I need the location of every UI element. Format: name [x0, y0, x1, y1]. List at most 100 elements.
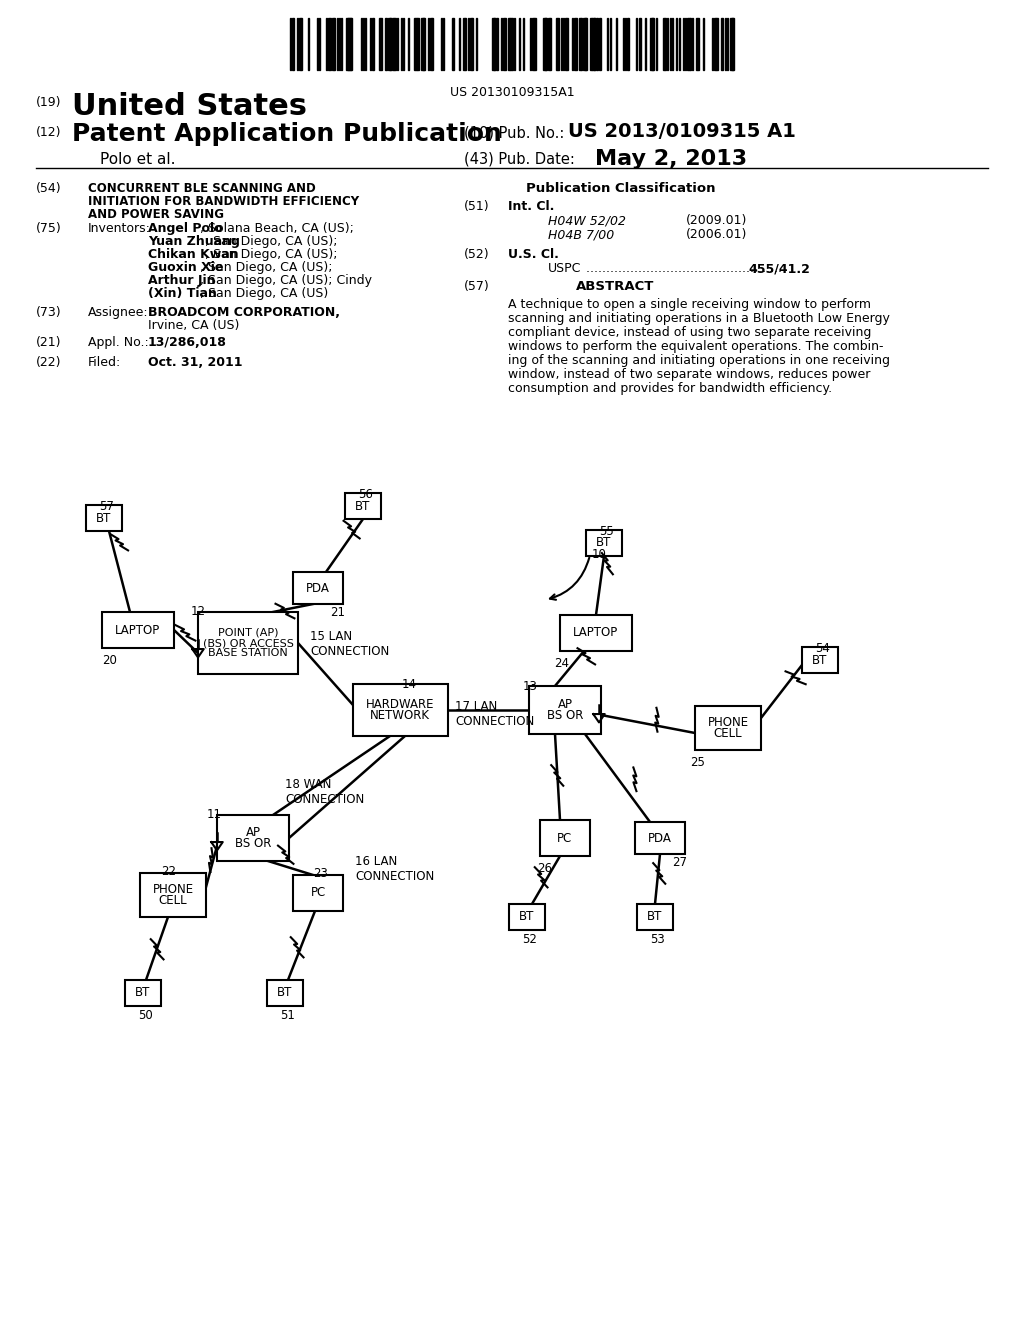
Text: window, instead of two separate windows, reduces power: window, instead of two separate windows,…	[508, 368, 870, 381]
Text: 51: 51	[280, 1008, 295, 1022]
Text: POINT (AP): POINT (AP)	[218, 627, 279, 638]
Bar	[716, 18, 718, 70]
Text: (54): (54)	[36, 182, 61, 195]
Text: .................................................: ........................................…	[582, 261, 786, 275]
Bar	[345, 18, 348, 70]
Text: Filed:: Filed:	[88, 356, 121, 370]
Bar	[267, 979, 303, 1006]
Text: , San Diego, CA (US); Cindy: , San Diego, CA (US); Cindy	[200, 275, 372, 286]
Text: (Xin) Tian: (Xin) Tian	[148, 286, 217, 300]
Text: CONCURRENT BLE SCANNING AND: CONCURRENT BLE SCANNING AND	[88, 182, 315, 195]
Bar	[379, 18, 382, 70]
Text: HARDWARE: HARDWARE	[366, 698, 434, 711]
Text: 14: 14	[402, 678, 417, 690]
Text: Chikan Kwan: Chikan Kwan	[148, 248, 239, 261]
Text: 50: 50	[138, 1008, 153, 1022]
Text: (43) Pub. Date:: (43) Pub. Date:	[464, 152, 574, 168]
Text: LAPTOP: LAPTOP	[573, 627, 618, 639]
Bar	[102, 612, 174, 648]
Text: 57: 57	[99, 500, 114, 513]
Text: CELL: CELL	[714, 727, 742, 741]
Text: PDA: PDA	[306, 582, 330, 594]
Text: LAPTOP: LAPTOP	[116, 623, 161, 636]
Text: 21: 21	[330, 606, 345, 619]
Text: (75): (75)	[36, 222, 61, 235]
Text: 23: 23	[313, 867, 328, 880]
Text: (2006.01): (2006.01)	[686, 228, 748, 242]
Text: BS OR: BS OR	[547, 709, 584, 722]
Text: 10: 10	[592, 548, 607, 561]
Bar	[802, 647, 838, 673]
Text: (51): (51)	[464, 201, 489, 213]
Bar	[532, 18, 534, 70]
Bar	[392, 18, 394, 70]
Text: BT: BT	[96, 511, 112, 524]
Text: NETWORK: NETWORK	[370, 709, 430, 722]
Text: BT: BT	[355, 499, 371, 512]
Text: US 2013/0109315 A1: US 2013/0109315 A1	[568, 121, 796, 141]
Bar	[721, 18, 723, 70]
Bar	[639, 18, 641, 70]
Text: ABSTRACT: ABSTRACT	[575, 280, 654, 293]
Text: May 2, 2013: May 2, 2013	[595, 149, 748, 169]
Bar	[628, 18, 630, 70]
Bar	[423, 18, 425, 70]
Bar	[140, 873, 206, 917]
Text: Polo et al.: Polo et al.	[100, 152, 175, 168]
Bar	[540, 820, 590, 855]
Text: Appl. No.:: Appl. No.:	[88, 337, 148, 348]
Bar	[732, 18, 734, 70]
Text: BS OR: BS OR	[234, 837, 271, 850]
Bar	[560, 615, 632, 651]
Text: Inventors:: Inventors:	[88, 222, 151, 235]
Bar	[217, 814, 289, 861]
Bar	[385, 18, 387, 70]
Bar	[299, 18, 301, 70]
Bar	[663, 18, 666, 70]
Text: INITIATION FOR BANDWIDTH EFFICIENCY: INITIATION FOR BANDWIDTH EFFICIENCY	[88, 195, 359, 209]
Bar	[546, 18, 547, 70]
Text: U.S. Cl.: U.S. Cl.	[508, 248, 559, 261]
Text: Patent Application Publication: Patent Application Publication	[72, 121, 502, 147]
Bar	[372, 18, 374, 70]
Bar	[125, 979, 161, 1006]
Text: (21): (21)	[36, 337, 61, 348]
Text: BT: BT	[596, 536, 611, 549]
Text: 54: 54	[815, 642, 829, 655]
Bar	[583, 18, 586, 70]
Bar	[695, 706, 761, 750]
Bar	[714, 18, 716, 70]
Text: PHONE: PHONE	[708, 715, 749, 729]
Text: BT: BT	[519, 911, 535, 924]
Text: windows to perform the equivalent operations. The combin-: windows to perform the equivalent operat…	[508, 341, 884, 352]
Text: 52: 52	[522, 933, 537, 946]
Bar	[729, 18, 732, 70]
Text: Angel Polo: Angel Polo	[148, 222, 222, 235]
Text: 27: 27	[672, 855, 687, 869]
Text: BROADCOM CORPORATION,: BROADCOM CORPORATION,	[148, 306, 340, 319]
Bar	[599, 18, 601, 70]
Text: 25: 25	[690, 756, 705, 770]
Bar	[293, 572, 343, 605]
Bar	[687, 18, 690, 70]
Bar	[497, 18, 499, 70]
Bar	[592, 18, 595, 70]
Text: AP: AP	[557, 698, 572, 711]
Text: , Solana Beach, CA (US);: , Solana Beach, CA (US);	[200, 222, 354, 235]
Bar	[590, 18, 592, 70]
Bar	[696, 18, 699, 70]
Text: (BS) OR ACCESS: (BS) OR ACCESS	[203, 638, 294, 648]
Text: 24: 24	[554, 657, 569, 671]
Text: AND POWER SAVING: AND POWER SAVING	[88, 209, 224, 220]
Bar	[345, 492, 381, 519]
Bar	[86, 506, 122, 531]
Bar	[394, 18, 396, 70]
Text: Arthur Jin: Arthur Jin	[148, 275, 215, 286]
Text: 12: 12	[191, 605, 206, 618]
Text: AP: AP	[246, 826, 260, 840]
Bar	[388, 18, 391, 70]
Text: 11: 11	[207, 808, 222, 821]
Text: (73): (73)	[36, 306, 61, 319]
Text: , San Diego, CA (US);: , San Diego, CA (US);	[205, 235, 338, 248]
Text: BT: BT	[647, 911, 663, 924]
